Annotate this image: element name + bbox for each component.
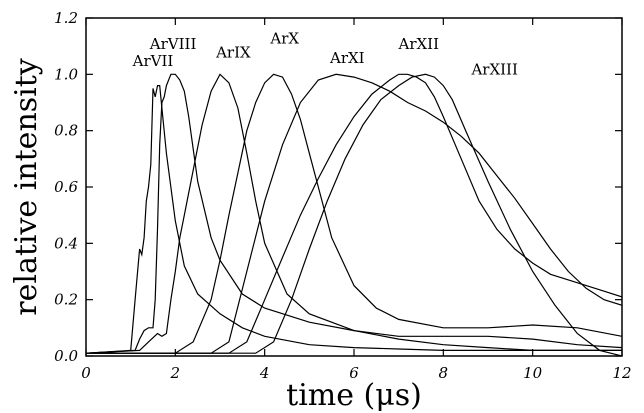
series-line-arx: [86, 73, 622, 354]
series-line-arxi: [86, 73, 622, 354]
y-tick-label: 1.2: [54, 9, 78, 27]
series-label-arxiii: ArXIII: [470, 60, 518, 78]
y-axis-label: relative intensity: [9, 58, 44, 316]
x-axis-label: time (μs): [286, 378, 422, 413]
x-tick-label: 6: [349, 364, 359, 382]
series-label-arviii: ArVIII: [149, 35, 197, 53]
series-line-arxiii: [86, 73, 622, 356]
series-label-arxi: ArXI: [329, 49, 365, 67]
x-tick-label: 2: [170, 364, 181, 382]
series-label-arx: ArX: [269, 29, 299, 47]
y-tick-label: 0.6: [54, 178, 78, 196]
series-line-arxii: [86, 73, 622, 354]
series-line-arix: [86, 73, 622, 354]
x-tick-label: 8: [439, 364, 449, 382]
x-tick-label: 12: [612, 364, 631, 382]
series-label-arix: ArIX: [215, 43, 251, 61]
series-group: [86, 73, 622, 356]
series-line-arvii: [86, 84, 622, 354]
y-tick-label: 1.0: [54, 65, 78, 83]
x-tick-label: 10: [523, 364, 543, 382]
y-tick-label: 0.2: [54, 291, 78, 309]
y-axis: 0.0 0.2 0.4 0.6 0.8 1.0 1.2: [54, 9, 622, 365]
series-label-arxii: ArXII: [397, 35, 439, 53]
series-label-arvii: ArVII: [132, 52, 174, 70]
x-tick-label: 4: [259, 364, 270, 382]
x-tick-label: 0: [81, 364, 91, 382]
y-tick-label: 0.4: [54, 234, 78, 252]
y-tick-label: 0.0: [54, 347, 78, 365]
y-tick-label: 0.8: [54, 122, 78, 140]
x-axis: 0 2 4 6 8 10 12: [81, 18, 632, 382]
series-line-arviii: [86, 73, 622, 354]
